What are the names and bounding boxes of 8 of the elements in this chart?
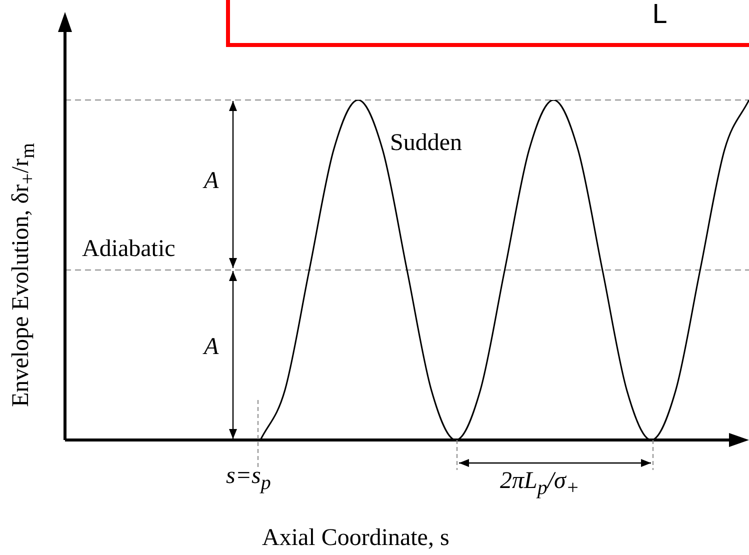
annotation: A — [204, 334, 219, 361]
text: 2πL$_{p}$/σ$_{+}$ — [500, 468, 580, 500]
annotation: A — [204, 168, 219, 195]
x-axis-title: Axial Coordinate, s — [262, 525, 450, 552]
annotation: Adiabatic — [82, 236, 176, 263]
text: L — [652, 0, 666, 30]
text: s=s$_{p}$ — [226, 463, 271, 495]
annotation: Sudden — [390, 130, 462, 157]
